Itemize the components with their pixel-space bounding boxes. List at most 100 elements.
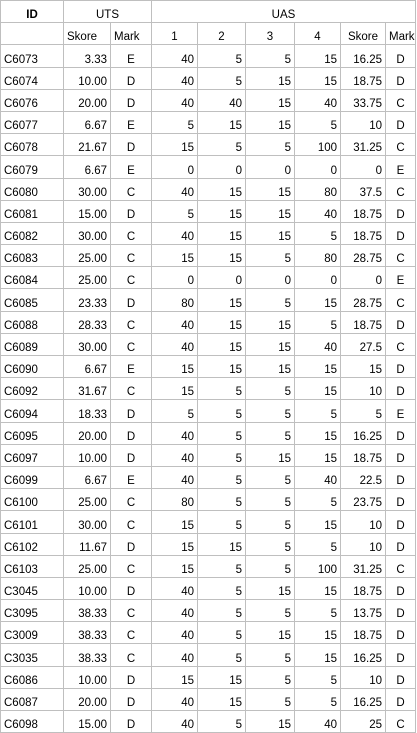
uas-skore-cell[interactable]: 31.25 xyxy=(340,133,386,157)
uas-col-1-header[interactable]: 1 xyxy=(151,22,198,46)
uts-mark-cell[interactable]: D xyxy=(110,399,152,423)
uas-mark-cell[interactable]: E xyxy=(385,399,416,423)
uts-skore-cell[interactable]: 31.67 xyxy=(63,377,111,401)
uas-skore-cell[interactable]: 10 xyxy=(340,110,386,135)
uas-col-2-header[interactable]: 2 xyxy=(197,22,246,46)
uas-col-4-header[interactable]: 4 xyxy=(294,22,341,46)
id-header[interactable]: ID xyxy=(0,0,64,24)
uts-skore-header[interactable]: Skore xyxy=(63,22,111,46)
uas-3-cell[interactable]: 5 xyxy=(245,554,295,578)
uas-4-cell[interactable]: 15 xyxy=(294,66,341,90)
uas-mark-header[interactable]: Mark xyxy=(385,22,416,46)
uts-mark-cell[interactable]: C xyxy=(110,244,152,268)
uas-4-cell[interactable]: 15 xyxy=(294,621,341,645)
uts-mark-cell[interactable]: C xyxy=(110,554,152,578)
uas-skore-header[interactable]: Skore xyxy=(340,22,386,46)
uas-3-cell[interactable]: 5 xyxy=(245,687,295,712)
uas-mark-cell[interactable]: D xyxy=(385,354,416,379)
student-id-cell[interactable]: C6098 xyxy=(0,709,64,733)
uts-skore-cell[interactable]: 18.33 xyxy=(63,399,111,423)
uts-skore-cell[interactable]: 10.00 xyxy=(63,665,111,689)
uts-skore-cell[interactable]: 11.67 xyxy=(63,532,111,556)
uas-4-cell[interactable]: 15 xyxy=(294,510,341,534)
uts-mark-cell[interactable]: C xyxy=(110,643,152,667)
student-id-cell[interactable]: C3035 xyxy=(0,643,64,667)
uas-2-cell[interactable]: 5 xyxy=(197,643,246,667)
uas-2-cell[interactable]: 15 xyxy=(197,687,246,712)
uas-skore-cell[interactable]: 16.25 xyxy=(340,643,386,667)
uts-mark-cell[interactable]: D xyxy=(110,66,152,90)
uas-mark-cell[interactable]: C xyxy=(385,554,416,578)
uas-4-cell[interactable]: 15 xyxy=(294,443,341,467)
uts-skore-cell[interactable]: 6.67 xyxy=(63,155,111,179)
uas-2-cell[interactable]: 5 xyxy=(197,377,246,401)
student-id-cell[interactable]: C6090 xyxy=(0,354,64,379)
uas-3-cell[interactable]: 5 xyxy=(245,465,295,490)
uas-2-cell[interactable]: 5 xyxy=(197,465,246,490)
uts-skore-cell[interactable]: 38.33 xyxy=(63,599,111,623)
uas-3-cell[interactable]: 5 xyxy=(245,665,295,689)
uts-mark-cell[interactable]: C xyxy=(110,599,152,623)
uas-1-cell[interactable]: 40 xyxy=(151,443,198,467)
uts-mark-cell[interactable]: C xyxy=(110,332,152,357)
uas-4-cell[interactable]: 100 xyxy=(294,554,341,578)
uts-skore-cell[interactable]: 15.00 xyxy=(63,199,111,223)
uas-mark-cell[interactable]: D xyxy=(385,465,416,490)
uas-mark-cell[interactable]: C xyxy=(385,288,416,312)
uas-3-cell[interactable]: 15 xyxy=(245,221,295,246)
uts-mark-cell[interactable]: D xyxy=(110,443,152,467)
student-id-cell[interactable]: C6073 xyxy=(0,44,64,68)
uas-mark-cell[interactable]: D xyxy=(385,44,416,68)
uts-mark-cell[interactable]: C xyxy=(110,177,152,201)
uas-4-cell[interactable]: 15 xyxy=(294,354,341,379)
uts-skore-cell[interactable]: 10.00 xyxy=(63,66,111,90)
uas-2-cell[interactable]: 15 xyxy=(197,199,246,223)
uts-skore-cell[interactable]: 30.00 xyxy=(63,177,111,201)
uts-skore-cell[interactable]: 10.00 xyxy=(63,576,111,601)
uas-2-cell[interactable]: 5 xyxy=(197,44,246,68)
uas-4-cell[interactable]: 5 xyxy=(294,399,341,423)
uas-3-cell[interactable]: 15 xyxy=(245,310,295,334)
student-id-cell[interactable]: C6086 xyxy=(0,665,64,689)
uas-4-cell[interactable]: 0 xyxy=(294,155,341,179)
uas-skore-cell[interactable]: 0 xyxy=(340,155,386,179)
uas-4-cell[interactable]: 5 xyxy=(294,488,341,512)
uas-mark-cell[interactable]: C xyxy=(385,244,416,268)
uts-mark-cell[interactable]: E xyxy=(110,44,152,68)
uas-3-cell[interactable]: 15 xyxy=(245,709,295,733)
uas-mark-cell[interactable]: C xyxy=(385,332,416,357)
uas-mark-cell[interactable]: D xyxy=(385,643,416,667)
uas-mark-cell[interactable]: D xyxy=(385,599,416,623)
uas-skore-cell[interactable]: 10 xyxy=(340,665,386,689)
uas-mark-cell[interactable]: D xyxy=(385,66,416,90)
uts-skore-cell[interactable]: 25.00 xyxy=(63,266,111,290)
uas-2-cell[interactable]: 15 xyxy=(197,332,246,357)
uts-mark-cell[interactable]: D xyxy=(110,576,152,601)
uts-skore-cell[interactable]: 6.67 xyxy=(63,110,111,135)
uas-2-cell[interactable]: 15 xyxy=(197,532,246,556)
uts-mark-cell[interactable]: D xyxy=(110,709,152,733)
uas-2-cell[interactable]: 5 xyxy=(197,443,246,467)
uts-skore-cell[interactable]: 23.33 xyxy=(63,288,111,312)
uas-skore-cell[interactable]: 18.75 xyxy=(340,66,386,90)
uas-4-cell[interactable]: 15 xyxy=(294,643,341,667)
uas-skore-cell[interactable]: 18.75 xyxy=(340,199,386,223)
uts-skore-cell[interactable]: 30.00 xyxy=(63,510,111,534)
uas-1-cell[interactable]: 15 xyxy=(151,554,198,578)
uas-1-cell[interactable]: 40 xyxy=(151,221,198,246)
uas-2-cell[interactable]: 5 xyxy=(197,488,246,512)
uas-3-cell[interactable]: 5 xyxy=(245,133,295,157)
uas-mark-cell[interactable]: D xyxy=(385,377,416,401)
uas-2-cell[interactable]: 15 xyxy=(197,244,246,268)
uas-1-cell[interactable]: 40 xyxy=(151,709,198,733)
uas-mark-cell[interactable]: C xyxy=(385,709,416,733)
uas-4-cell[interactable]: 5 xyxy=(294,310,341,334)
uts-mark-cell[interactable]: D xyxy=(110,665,152,689)
uts-mark-cell[interactable]: E xyxy=(110,465,152,490)
uas-2-cell[interactable]: 15 xyxy=(197,310,246,334)
uas-2-cell[interactable]: 15 xyxy=(197,177,246,201)
uas-skore-cell[interactable]: 10 xyxy=(340,532,386,556)
uas-2-cell[interactable]: 15 xyxy=(197,110,246,135)
uas-mark-cell[interactable]: C xyxy=(385,133,416,157)
uas-4-cell[interactable]: 5 xyxy=(294,665,341,689)
